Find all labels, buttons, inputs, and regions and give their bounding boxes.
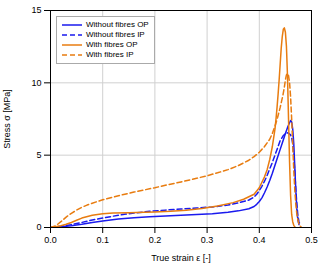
html-text:With fibres IP: With fibres IP <box>86 50 134 59</box>
svg-text:True strain ε [-]: True strain ε [-] <box>151 253 211 263</box>
svg-text:0.5: 0.5 <box>305 235 318 245</box>
html-text:Without fibres IP: Without fibres IP <box>86 30 145 39</box>
svg-text:0.3: 0.3 <box>201 235 214 245</box>
svg-text:Stress σ [MPa]: Stress σ [MPa] <box>2 89 12 149</box>
html-text:With fibres OP: With fibres OP <box>86 40 138 49</box>
svg-text:0.0: 0.0 <box>44 235 57 245</box>
html-text:Without fibres OP: Without fibres OP <box>86 20 149 29</box>
svg-text:0: 0 <box>36 222 41 232</box>
svg-text:0.4: 0.4 <box>253 235 266 245</box>
svg-text:10: 10 <box>31 78 41 88</box>
svg-text:15: 15 <box>31 5 41 15</box>
svg-text:5: 5 <box>36 150 41 160</box>
svg-text:0.2: 0.2 <box>149 235 162 245</box>
svg-text:0.1: 0.1 <box>96 235 109 245</box>
